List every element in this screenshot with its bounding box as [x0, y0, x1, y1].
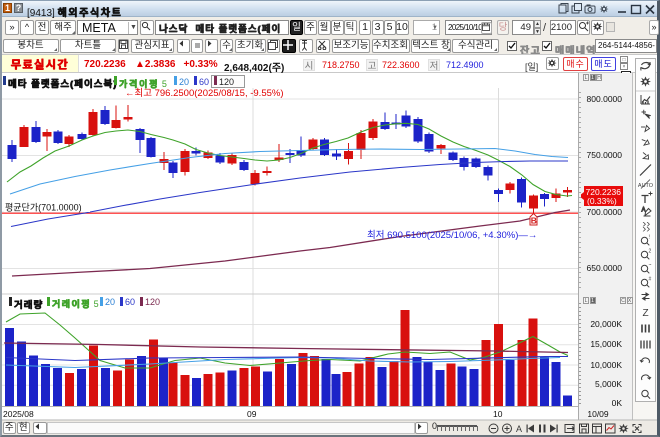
svg-text:#: # — [648, 276, 651, 282]
svg-text:A: A — [516, 424, 522, 434]
svg-text:~: ~ — [648, 262, 651, 268]
svg-text:평균단가(701.0000): 평균단가(701.0000) — [5, 203, 82, 213]
svg-text:AUTO: AUTO — [637, 183, 653, 189]
svg-text:10: 10 — [493, 409, 503, 419]
svg-text:Z: Z — [642, 308, 648, 319]
svg-text:←최고 796.2500(2025/08/15, -9.55: ←최고 796.2500(2025/08/15, -9.55%) — [125, 88, 284, 99]
svg-text:2: 2 — [648, 248, 651, 254]
svg-text:최저 690.5100(2025/10/06, +4.30%: 최저 690.5100(2025/10/06, +4.30%)—→ — [367, 230, 537, 241]
svg-text:09: 09 — [247, 409, 257, 419]
svg-text:!: ! — [648, 234, 649, 240]
svg-text:2025/08: 2025/08 — [3, 409, 34, 419]
svg-text:B: B — [531, 216, 537, 226]
svg-text:A: A — [641, 207, 645, 213]
